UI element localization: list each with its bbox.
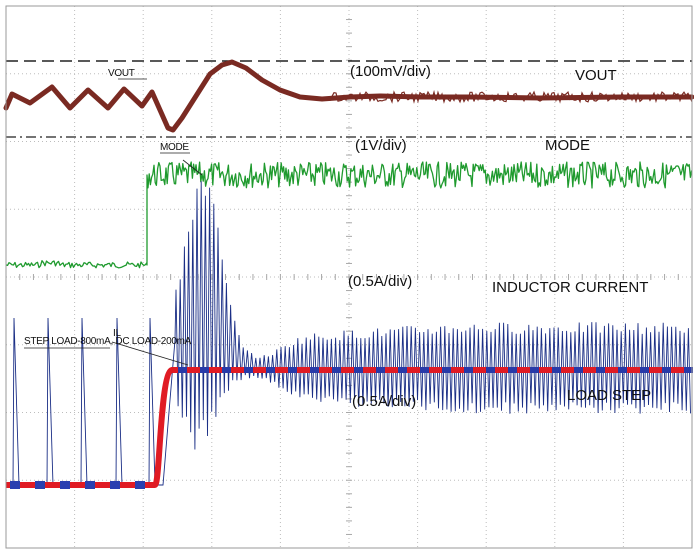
load-step-blue-overlay: [398, 367, 407, 373]
annotation-lines: [24, 78, 203, 366]
mode-channel-label: MODE: [545, 137, 590, 154]
load-step-blue-overlay: [530, 367, 539, 373]
load-step-blue-overlay: [244, 367, 253, 373]
load-step-blue-overlay: [662, 367, 671, 373]
plot-border: [5, 5, 693, 549]
load-step-blue-overlay: [35, 481, 45, 489]
load-step-blue-overlay: [310, 367, 319, 373]
mode-scale-label: (1V/div): [355, 137, 407, 154]
waveform-traces: [3, 59, 694, 489]
mode-marker-leader: [182, 159, 203, 176]
reference-lines: [6, 60, 692, 138]
step-load-leader: [111, 341, 189, 366]
load-step-blue-overlay: [200, 367, 209, 373]
load-step-blue-overlay: [222, 367, 231, 373]
inductor-current-waveform: [6, 181, 691, 486]
vout-trace-marker: VOUT: [108, 68, 135, 79]
scope-grid: [5, 5, 693, 549]
vout-scale-label: (100mV/div): [350, 63, 431, 80]
load-step-blue-overlay: [135, 481, 145, 489]
mode-trace-marker: MODE: [160, 142, 189, 153]
load-step-blue-overlay: [574, 367, 583, 373]
load-step-blue-overlay: [85, 481, 95, 489]
step-load-annotation: STEP LOAD-800mA, DC LOAD-200mA: [24, 336, 192, 347]
load-step-waveform: [6, 367, 692, 488]
vout-noise: [329, 89, 693, 104]
load-step-blue-overlay: [464, 367, 473, 373]
inductor-current-scale-label: (0.5A/div): [348, 273, 412, 290]
load-step-blue-overlay: [420, 367, 429, 373]
load-step-blue-overlay: [442, 367, 451, 373]
vout-channel-label: VOUT: [575, 67, 617, 84]
vout-waveform: [3, 59, 694, 133]
load-step-blue-overlay: [110, 481, 120, 489]
load-step-blue-overlay: [640, 367, 649, 373]
load-step-blue-overlay: [60, 481, 70, 489]
load-step-blue-overlay: [486, 367, 495, 373]
load-step-blue-overlay: [508, 367, 517, 373]
load-step-blue-overlay: [288, 367, 297, 373]
load-step-scale-label: (0.5A/div): [352, 393, 416, 410]
load-step-blue-overlay: [618, 367, 627, 373]
load-step-blue-overlay: [376, 367, 385, 373]
load-step-channel-label: LOAD STEP: [567, 387, 651, 404]
load-step-blue-overlay: [596, 367, 605, 373]
load-step-blue-overlay: [354, 367, 363, 373]
mode-waveform: [5, 161, 693, 269]
load-step-blue-overlay: [10, 481, 20, 489]
load-step-blue-overlay: [266, 367, 275, 373]
inductor-current-channel-label: INDUCTOR CURRENT: [492, 279, 648, 296]
load-step-blue-overlay: [552, 367, 561, 373]
il-trace-marker: IL: [113, 328, 121, 339]
load-step-blue-overlay: [178, 367, 187, 373]
load-step-blue-overlay: [684, 367, 693, 373]
load-step-blue-overlay: [332, 367, 341, 373]
